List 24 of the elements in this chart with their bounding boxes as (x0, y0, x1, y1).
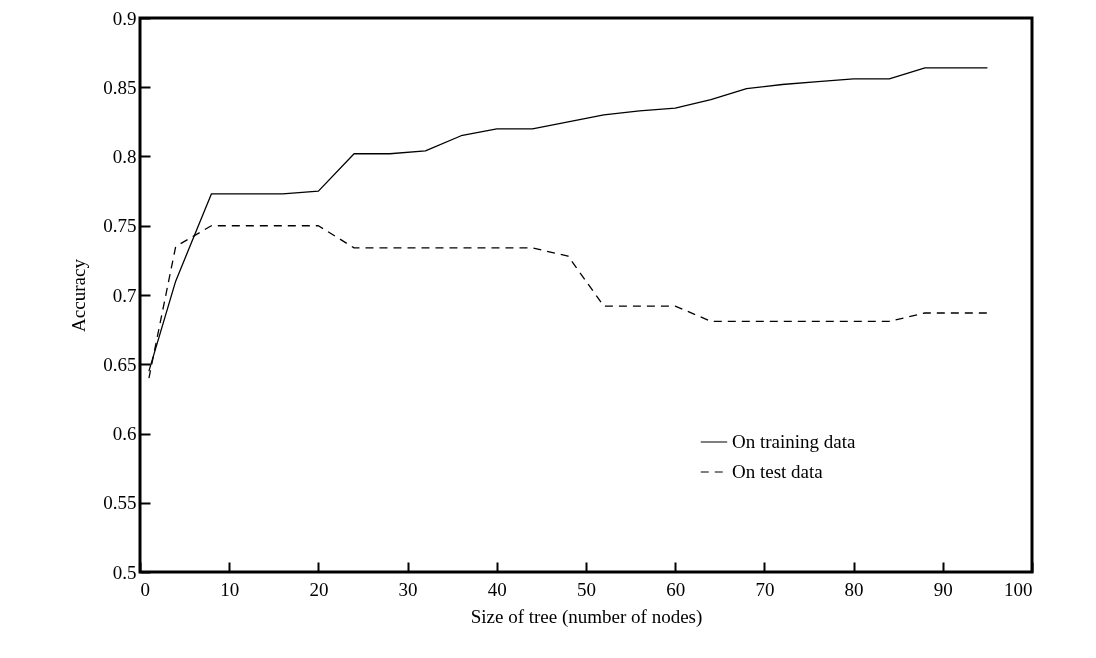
x-tick-label: 90 (933, 578, 953, 600)
y-tick-label: 0.65 (103, 353, 137, 375)
x-tick-label: 60 (666, 578, 686, 600)
y-tick-label: 0.55 (103, 492, 137, 514)
y-tick-label: 0.85 (103, 76, 137, 98)
x-tick-label: 0 (140, 578, 150, 600)
x-tick-label: 30 (398, 578, 418, 600)
y-tick-label: 0.75 (103, 215, 137, 237)
y-axis-title: Accuracy (68, 258, 90, 332)
y-tick-label: 0.9 (112, 7, 137, 29)
x-tick-label: 80 (844, 578, 864, 600)
x-tick-label: 20 (309, 578, 329, 600)
x-axis-title: Size of tree (number of nodes) (470, 605, 703, 628)
x-tick-label: 40 (487, 578, 507, 600)
x-tick-label: 100 (1004, 578, 1033, 600)
y-tick-label: 0.7 (112, 284, 137, 306)
legend-label: On training data (732, 431, 857, 452)
y-tick-label: 0.5 (112, 561, 137, 583)
x-tick-label: 10 (220, 578, 240, 600)
y-tick-label: 0.8 (112, 146, 137, 167)
x-tick-label: 50 (577, 578, 596, 600)
x-tick-label: 70 (755, 578, 775, 600)
legend-label: On test data (732, 461, 824, 482)
y-tick-label: 0.6 (112, 423, 137, 444)
